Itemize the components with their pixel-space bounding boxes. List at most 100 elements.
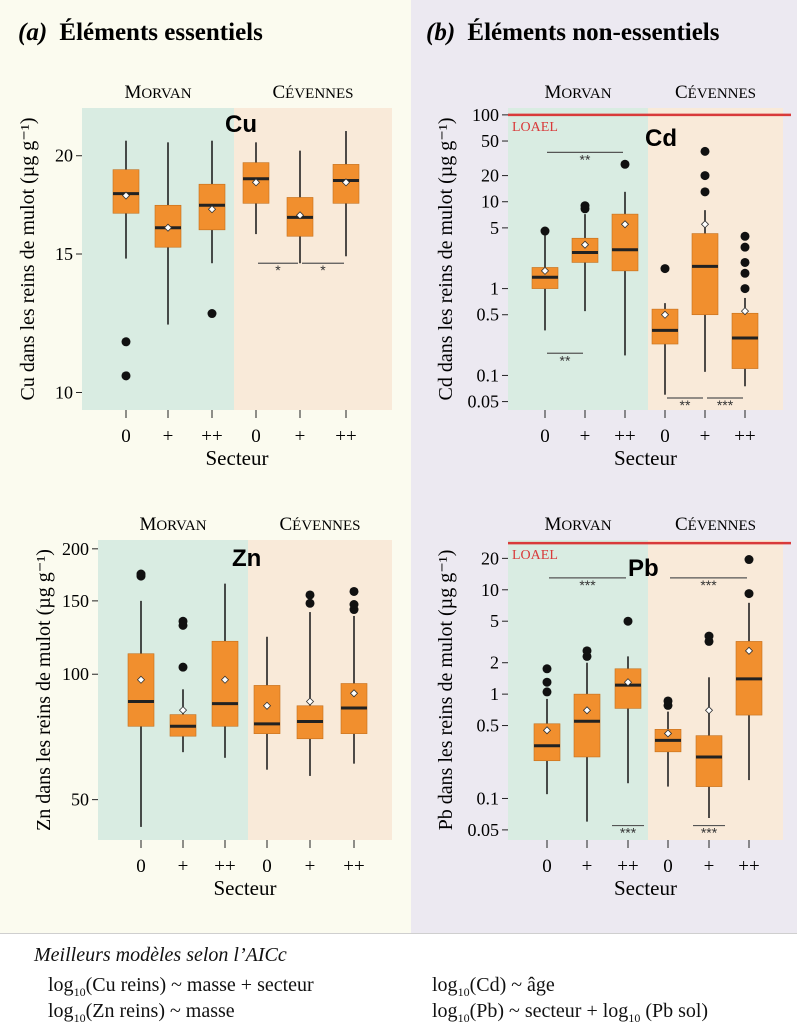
x-tick-label: + <box>305 856 316 877</box>
model-cd: log10(Cd) ~ âge <box>432 974 555 1000</box>
mean-marker <box>251 178 261 187</box>
region-label-cevennes: CÉVENNES <box>279 514 360 535</box>
mean-marker <box>540 266 550 275</box>
outlier-point <box>740 284 750 294</box>
outlier-point <box>305 598 315 608</box>
box-1 <box>154 142 182 325</box>
x-axis-title: Secteur <box>614 446 677 470</box>
model-cu-log: log <box>48 974 74 996</box>
outlier-point <box>740 257 750 267</box>
heading-b-text: Éléments non-essentiels <box>467 18 719 46</box>
box-3 <box>242 142 270 235</box>
region-label-cevennes: CÉVENNES <box>675 514 756 535</box>
box-4 <box>296 590 324 776</box>
mean-marker <box>582 706 592 715</box>
model-cd-log: log <box>432 974 458 996</box>
outlier-point <box>700 146 710 156</box>
box-0 <box>127 569 155 827</box>
x-tick-label: ++ <box>734 426 755 447</box>
outlier-point <box>704 631 714 641</box>
region-label-cevennes-initial: C <box>272 82 285 103</box>
region-label-cevennes: CÉVENNES <box>272 82 353 103</box>
x-tick-label: + <box>704 856 715 877</box>
outlier-point <box>349 600 359 610</box>
outlier-point <box>700 171 710 181</box>
mean-marker <box>163 223 173 232</box>
x-tick-label: 0 <box>542 856 552 877</box>
outlier-point <box>740 231 750 241</box>
box-4 <box>286 150 314 264</box>
y-tick-label: 10 <box>481 192 499 212</box>
mean-marker <box>305 697 315 706</box>
box-iqr <box>332 164 360 204</box>
y-tick-label: 200 <box>62 539 89 559</box>
model-cu: log10(Cu reins) ~ masse + secteur <box>48 974 314 1000</box>
outlier-point <box>542 677 552 687</box>
significance-label: * <box>320 262 326 278</box>
x-tick-label: ++ <box>738 856 759 877</box>
box-iqr <box>112 169 140 214</box>
cevennes-region <box>234 108 392 410</box>
mean-marker <box>136 675 146 684</box>
box-1 <box>573 646 601 822</box>
mean-marker <box>349 689 359 698</box>
outlier-point <box>542 687 552 697</box>
significance-label: * <box>275 262 281 278</box>
model-pb: log10(Pb) ~ secteur + log10 (Pb sol) <box>432 1000 708 1026</box>
outlier-point <box>740 268 750 278</box>
box-iqr <box>731 312 759 369</box>
mean-marker <box>580 240 590 249</box>
box-5 <box>735 555 763 781</box>
model-pb-base2: 10 <box>628 1011 641 1025</box>
x-tick-label: + <box>163 426 174 447</box>
heading-a: (a) Éléments essentiels <box>18 18 263 46</box>
box-iqr <box>695 735 723 787</box>
box-2 <box>198 140 226 319</box>
x-axis-title: Secteur <box>214 876 277 900</box>
region-label-morvan-initial: M <box>124 82 141 103</box>
heading-b-letter: (b) <box>426 19 455 46</box>
y-axis-title: Cu dans les reins de mulot (µg g⁻¹) <box>17 117 39 400</box>
outlier-point <box>121 371 131 381</box>
mean-marker <box>744 646 754 655</box>
x-axis-title: Secteur <box>206 446 269 470</box>
y-tick-label: 20 <box>481 548 499 568</box>
y-tick-label: 100 <box>62 664 89 684</box>
outlier-point <box>744 589 754 599</box>
mean-marker <box>178 706 188 715</box>
outlier-point <box>660 264 670 274</box>
significance-label: *** <box>717 397 734 413</box>
x-axis-title: Secteur <box>614 876 677 900</box>
chart-cd: MORVAN CÉVENNES Cd LOAEL 0.05 0.1 0.5 1 5 10 20 50 1… <box>435 82 791 470</box>
y-tick-label: 1 <box>490 279 499 299</box>
significance-label: *** <box>700 577 717 593</box>
mean-marker <box>620 220 630 229</box>
mean-marker <box>623 678 633 687</box>
box-4 <box>695 631 723 818</box>
y-axis-title: Cd dans les reins de mulot (µg g⁻¹) <box>435 117 457 400</box>
region-label-morvan: MORVAN <box>124 82 191 103</box>
significance-label: *** <box>620 825 637 841</box>
mean-marker <box>341 178 351 187</box>
region-label-morvan-initial: M <box>139 514 156 535</box>
element-label: Cd <box>645 125 677 152</box>
x-tick-label: ++ <box>335 426 356 447</box>
outlier-point <box>623 616 633 626</box>
significance-label: ** <box>560 352 571 368</box>
model-pb-log: log <box>432 1000 458 1022</box>
outlier-point <box>207 309 217 319</box>
outlier-point <box>305 590 315 600</box>
mean-marker <box>700 220 710 229</box>
region-label-morvan: MORVAN <box>139 514 206 535</box>
region-label-cevennes-initial: C <box>675 82 688 103</box>
mean-marker <box>207 205 217 214</box>
outlier-point <box>663 696 673 706</box>
outlier-point <box>178 662 188 672</box>
mean-marker <box>740 307 750 316</box>
region-label-morvan-initial: M <box>544 514 561 535</box>
x-tick-label: 0 <box>251 426 261 447</box>
y-tick-label: 0.05 <box>468 820 500 840</box>
x-tick-label: + <box>582 856 593 877</box>
x-tick-label: ++ <box>343 856 364 877</box>
box-3 <box>651 264 679 395</box>
